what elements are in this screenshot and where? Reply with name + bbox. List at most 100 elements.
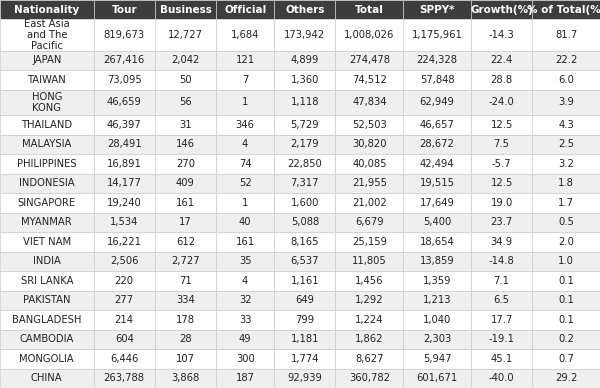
Bar	[471, 154, 532, 173]
Text: 334: 334	[176, 295, 195, 305]
Text: 21,002: 21,002	[352, 198, 387, 208]
Text: 799: 799	[295, 315, 314, 325]
Text: 50: 50	[179, 75, 192, 85]
Text: 612: 612	[176, 237, 195, 247]
Text: 1: 1	[242, 198, 248, 208]
Text: 274,478: 274,478	[349, 55, 390, 66]
Text: 30,820: 30,820	[352, 139, 386, 149]
Text: 12.5: 12.5	[490, 120, 513, 130]
Text: 19,240: 19,240	[107, 198, 142, 208]
Bar	[532, 115, 600, 135]
Bar	[471, 232, 532, 251]
Bar	[532, 310, 600, 329]
Bar	[403, 271, 471, 291]
Text: BANGLADESH: BANGLADESH	[12, 315, 82, 325]
Bar	[335, 291, 403, 310]
Text: 1,008,026: 1,008,026	[344, 30, 395, 40]
Text: 220: 220	[115, 276, 134, 286]
Text: 23.7: 23.7	[490, 217, 513, 227]
Bar	[471, 90, 532, 115]
Bar	[0, 0, 94, 19]
Text: 11,805: 11,805	[352, 256, 387, 266]
Text: 46,397: 46,397	[107, 120, 142, 130]
Text: 1,181: 1,181	[290, 334, 319, 344]
Bar	[0, 193, 94, 213]
Text: 187: 187	[236, 373, 254, 383]
Bar	[94, 115, 155, 135]
Text: 1,292: 1,292	[355, 295, 383, 305]
Bar	[471, 329, 532, 349]
Text: 1,161: 1,161	[290, 276, 319, 286]
Text: Growth(%): Growth(%)	[470, 5, 533, 15]
Text: 4: 4	[242, 276, 248, 286]
Text: 28,672: 28,672	[419, 139, 455, 149]
Text: 214: 214	[115, 315, 134, 325]
Text: 52: 52	[239, 178, 251, 188]
Bar	[216, 271, 274, 291]
Text: 29.2: 29.2	[555, 373, 577, 383]
Bar	[532, 291, 600, 310]
Bar	[0, 232, 94, 251]
Text: 604: 604	[115, 334, 134, 344]
Bar	[274, 51, 335, 70]
Text: 25,159: 25,159	[352, 237, 387, 247]
Bar	[155, 135, 216, 154]
Bar	[335, 154, 403, 173]
Bar	[532, 213, 600, 232]
Bar	[0, 173, 94, 193]
Text: 28.8: 28.8	[491, 75, 512, 85]
Bar	[155, 291, 216, 310]
Text: 4.3: 4.3	[558, 120, 574, 130]
Bar	[471, 70, 532, 90]
Text: 1: 1	[242, 97, 248, 107]
Text: 0.2: 0.2	[558, 334, 574, 344]
Text: SINGAPORE: SINGAPORE	[18, 198, 76, 208]
Bar	[274, 70, 335, 90]
Text: THAILAND: THAILAND	[21, 120, 73, 130]
Text: 3.9: 3.9	[558, 97, 574, 107]
Text: 16,221: 16,221	[107, 237, 142, 247]
Bar	[403, 51, 471, 70]
Bar	[216, 115, 274, 135]
Bar	[532, 329, 600, 349]
Bar	[471, 349, 532, 369]
Text: 73,095: 73,095	[107, 75, 142, 85]
Text: 18,654: 18,654	[420, 237, 454, 247]
Text: 263,788: 263,788	[104, 373, 145, 383]
Text: PHILIPPINES: PHILIPPINES	[17, 159, 77, 169]
Text: CAMBODIA: CAMBODIA	[20, 334, 74, 344]
Bar	[471, 135, 532, 154]
Bar	[274, 115, 335, 135]
Text: MALAYSIA: MALAYSIA	[22, 139, 71, 149]
Text: 17,649: 17,649	[419, 198, 455, 208]
Text: 346: 346	[236, 120, 254, 130]
Text: 1,534: 1,534	[110, 217, 139, 227]
Bar	[216, 193, 274, 213]
Text: 46,659: 46,659	[107, 97, 142, 107]
Bar	[94, 135, 155, 154]
Bar	[532, 135, 600, 154]
Text: 6.5: 6.5	[494, 295, 509, 305]
Bar	[155, 0, 216, 19]
Bar	[403, 173, 471, 193]
Text: 5,947: 5,947	[423, 354, 451, 364]
Text: 33: 33	[239, 315, 251, 325]
Bar	[532, 19, 600, 51]
Text: 409: 409	[176, 178, 195, 188]
Bar	[335, 251, 403, 271]
Text: 12.5: 12.5	[490, 178, 513, 188]
Text: 270: 270	[176, 159, 195, 169]
Text: MYANMAR: MYANMAR	[22, 217, 72, 227]
Bar	[403, 19, 471, 51]
Bar	[155, 349, 216, 369]
Text: 161: 161	[176, 198, 195, 208]
Text: 14,177: 14,177	[107, 178, 142, 188]
Text: 0.1: 0.1	[558, 295, 574, 305]
Bar	[471, 51, 532, 70]
Text: 71: 71	[179, 276, 192, 286]
Bar	[216, 173, 274, 193]
Text: 56: 56	[179, 97, 192, 107]
Text: 49: 49	[239, 334, 251, 344]
Text: 5,088: 5,088	[291, 217, 319, 227]
Bar	[155, 154, 216, 173]
